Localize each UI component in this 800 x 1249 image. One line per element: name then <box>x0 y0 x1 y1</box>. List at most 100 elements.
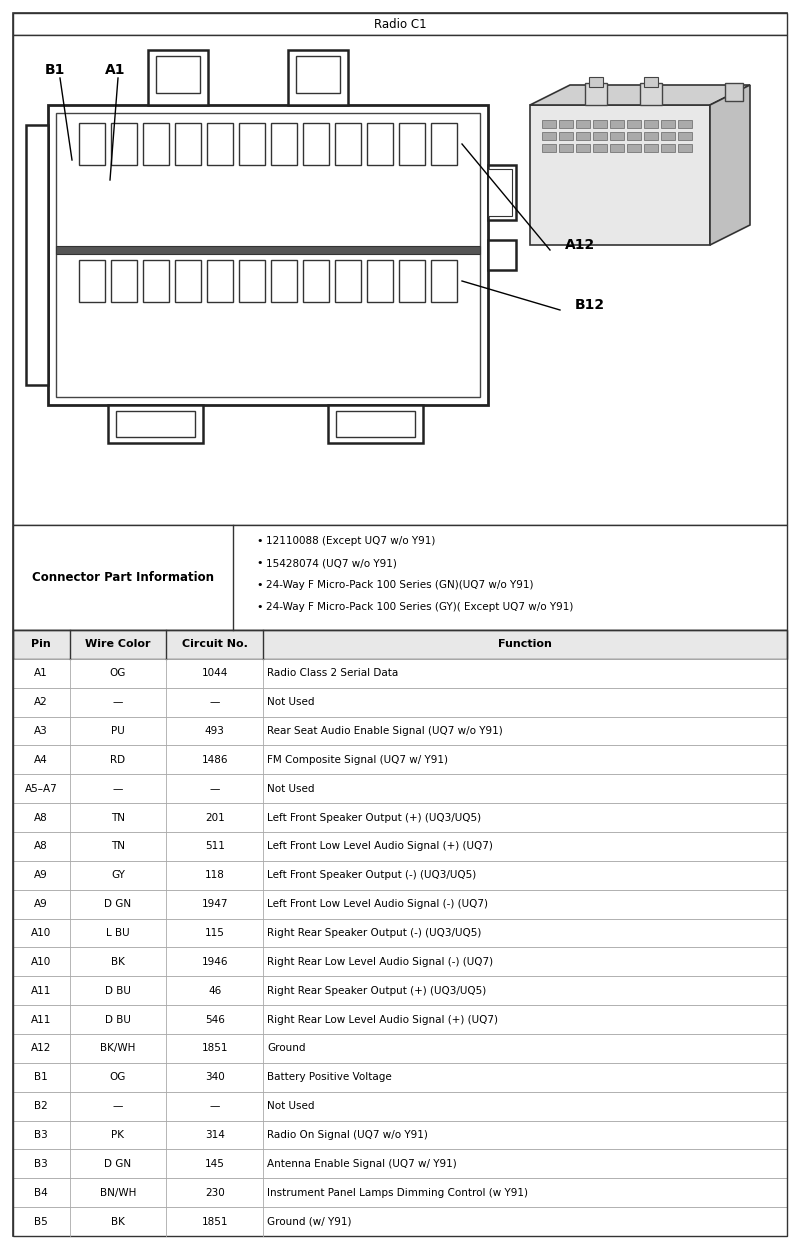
Bar <box>239 260 265 302</box>
Bar <box>335 122 361 165</box>
Bar <box>56 246 480 254</box>
Text: Radio On Signal (UQ7 w/o Y91): Radio On Signal (UQ7 w/o Y91) <box>267 1130 428 1140</box>
Text: A8: A8 <box>34 813 48 823</box>
Text: Left Front Low Level Audio Signal (+) (UQ7): Left Front Low Level Audio Signal (+) (U… <box>267 842 493 852</box>
Text: Antenna Enable Signal (UQ7 w/ Y91): Antenna Enable Signal (UQ7 w/ Y91) <box>267 1159 457 1169</box>
Text: OG: OG <box>110 1073 126 1083</box>
Bar <box>589 77 603 87</box>
Bar <box>576 144 590 152</box>
Text: 314: 314 <box>205 1130 225 1140</box>
Bar <box>111 260 137 302</box>
Text: D BU: D BU <box>105 1014 131 1024</box>
Bar <box>399 122 425 165</box>
Bar <box>431 260 457 302</box>
Text: A9: A9 <box>34 899 48 909</box>
Bar <box>13 1207 787 1237</box>
Text: D GN: D GN <box>104 899 131 909</box>
Bar <box>239 122 265 165</box>
Bar <box>56 112 480 397</box>
Bar <box>13 803 787 832</box>
Text: 12110088 (Except UQ7 w/o Y91): 12110088 (Except UQ7 w/o Y91) <box>266 536 435 546</box>
Text: A11: A11 <box>31 1014 51 1024</box>
Text: 493: 493 <box>205 726 225 736</box>
Text: 1851: 1851 <box>202 1217 228 1227</box>
Text: •: • <box>256 580 262 590</box>
Text: A12: A12 <box>31 1043 51 1053</box>
Bar <box>13 746 787 774</box>
Bar <box>576 132 590 140</box>
Bar <box>644 77 658 87</box>
Text: 340: 340 <box>205 1073 225 1083</box>
Bar <box>79 122 105 165</box>
Text: —: — <box>210 1102 220 1112</box>
Bar <box>13 35 787 525</box>
Text: •: • <box>256 602 262 612</box>
Text: B1: B1 <box>45 62 65 77</box>
Text: Connector Part Information: Connector Part Information <box>32 571 214 585</box>
Text: Wire Color: Wire Color <box>85 639 150 649</box>
Bar <box>644 132 658 140</box>
Text: Not Used: Not Used <box>267 1102 314 1112</box>
Text: PU: PU <box>111 726 125 736</box>
Text: 24-Way F Micro-Pack 100 Series (GN)(UQ7 w/o Y91): 24-Way F Micro-Pack 100 Series (GN)(UQ7 … <box>266 580 534 590</box>
Bar <box>13 629 787 1237</box>
Text: 145: 145 <box>205 1159 225 1169</box>
Text: B4: B4 <box>34 1188 48 1198</box>
Bar <box>288 50 348 105</box>
Text: PK: PK <box>111 1130 124 1140</box>
Bar <box>143 122 169 165</box>
Bar <box>13 861 787 889</box>
Bar <box>661 120 675 127</box>
Text: Ground (w/ Y91): Ground (w/ Y91) <box>267 1217 351 1227</box>
Text: B12: B12 <box>575 299 605 312</box>
Text: Not Used: Not Used <box>267 783 314 793</box>
Text: D GN: D GN <box>104 1159 131 1169</box>
Bar <box>530 105 710 245</box>
Text: 1947: 1947 <box>202 899 228 909</box>
Text: A1: A1 <box>105 62 126 77</box>
Text: —: — <box>210 783 220 793</box>
Bar <box>367 260 393 302</box>
Bar <box>13 1063 787 1092</box>
Bar <box>399 260 425 302</box>
Text: BK/WH: BK/WH <box>100 1043 135 1053</box>
Bar <box>542 120 556 127</box>
Text: B5: B5 <box>34 1217 48 1227</box>
Bar <box>296 56 340 92</box>
Bar <box>48 105 488 405</box>
Bar <box>79 260 105 302</box>
Text: 201: 201 <box>205 813 225 823</box>
Bar <box>271 122 297 165</box>
Bar <box>13 977 787 1005</box>
Text: 115: 115 <box>205 928 225 938</box>
Text: Circuit No.: Circuit No. <box>182 639 247 649</box>
Bar <box>610 132 624 140</box>
Text: —: — <box>113 697 123 707</box>
Bar <box>610 144 624 152</box>
Bar <box>156 56 200 92</box>
Bar <box>335 260 361 302</box>
Bar <box>576 120 590 127</box>
Text: TN: TN <box>111 813 125 823</box>
Bar <box>13 918 787 948</box>
Bar <box>13 774 787 803</box>
Text: A4: A4 <box>34 754 48 764</box>
Bar <box>661 144 675 152</box>
Bar <box>593 144 607 152</box>
Text: Pin: Pin <box>31 639 51 649</box>
Text: D BU: D BU <box>105 985 131 995</box>
Bar <box>13 1120 787 1149</box>
Text: A11: A11 <box>31 985 51 995</box>
Text: Rear Seat Audio Enable Signal (UQ7 w/o Y91): Rear Seat Audio Enable Signal (UQ7 w/o Y… <box>267 726 502 736</box>
Bar <box>678 144 692 152</box>
Bar <box>13 1034 787 1063</box>
Bar <box>148 50 208 105</box>
Text: L BU: L BU <box>106 928 130 938</box>
Text: Function: Function <box>498 639 552 649</box>
Bar <box>207 260 233 302</box>
Text: A10: A10 <box>31 928 51 938</box>
Bar <box>13 889 787 918</box>
Text: A5–A7: A5–A7 <box>25 783 58 793</box>
Text: 15428074 (UQ7 w/o Y91): 15428074 (UQ7 w/o Y91) <box>266 558 397 568</box>
Bar <box>328 405 423 443</box>
